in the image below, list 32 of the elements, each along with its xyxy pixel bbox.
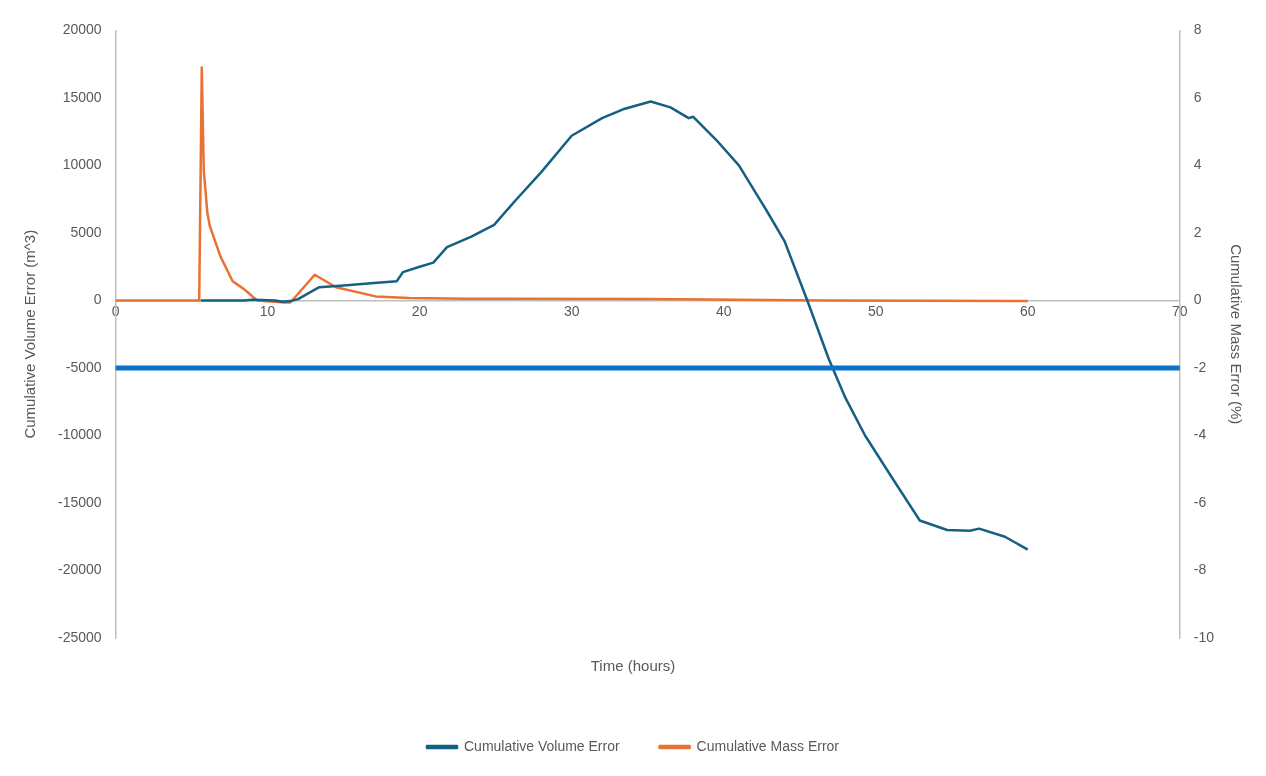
- legend-label: Cumulative Mass Error: [696, 737, 840, 754]
- x-tick-label: 70: [1171, 302, 1188, 319]
- x-axis-title: Time (hours): [590, 657, 676, 675]
- x-tick-label: 40: [715, 302, 732, 319]
- y-tick-label: -15000: [58, 493, 102, 510]
- y-tick-label: 20000: [62, 21, 102, 38]
- y-axis-title: Cumulative Volume Error (m^3): [21, 229, 39, 439]
- y-tick-label: -10000: [58, 426, 102, 443]
- legend-label: Cumulative Volume Error: [464, 737, 620, 754]
- y-tick-label: 15000: [62, 88, 102, 105]
- y-tick-label: -20000: [58, 561, 102, 578]
- y2-tick-label: -2: [1193, 358, 1207, 375]
- x-tick-label: 60: [1019, 302, 1036, 319]
- x-tick-label: 20: [411, 302, 428, 319]
- y2-tick-label: 6: [1193, 88, 1202, 105]
- x-tick-label: 50: [867, 302, 884, 319]
- y2-tick-label: 4: [1193, 156, 1202, 173]
- y2-axis-title: Cumulative Mass Error (%): [1227, 244, 1245, 425]
- y-tick-label: 5000: [70, 223, 102, 240]
- x-tick-label: 10: [259, 302, 276, 319]
- y-tick-label: -25000: [58, 628, 102, 645]
- x-tick-label: 30: [563, 302, 580, 319]
- y2-tick-label: -4: [1193, 426, 1207, 443]
- y2-tick-label: 0: [1193, 291, 1202, 308]
- y2-tick-label: -8: [1193, 561, 1207, 578]
- y-tick-label: 10000: [62, 156, 102, 173]
- y2-tick-label: 8: [1193, 21, 1202, 38]
- y2-tick-label: 2: [1193, 223, 1202, 240]
- y-tick-label: 0: [93, 291, 102, 308]
- y2-tick-label: -10: [1193, 628, 1215, 645]
- y2-tick-label: -6: [1193, 493, 1207, 510]
- y-tick-label: -5000: [65, 358, 102, 375]
